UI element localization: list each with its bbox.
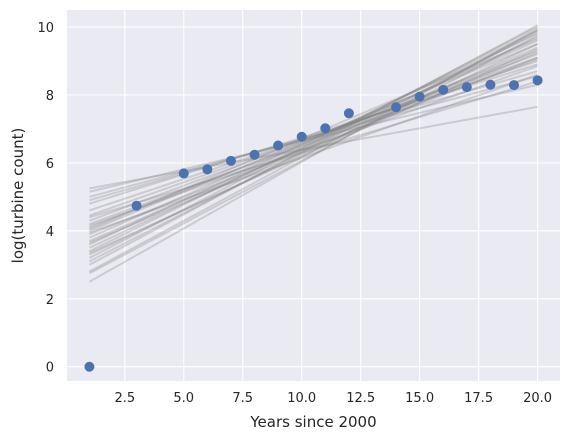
- data-point: [249, 149, 260, 160]
- y-tick-label: 4: [46, 225, 54, 240]
- data-point: [485, 79, 496, 90]
- fit-line: [88, 36, 539, 249]
- fit-line: [89, 37, 538, 231]
- fit-line: [89, 46, 538, 242]
- fit-line: [88, 31, 539, 263]
- y-tick-label: 2: [46, 293, 54, 308]
- y-tick-label: 6: [46, 157, 54, 172]
- data-point: [461, 82, 472, 93]
- data-point: [273, 140, 284, 151]
- data-point: [225, 155, 236, 166]
- data-point: [131, 200, 142, 211]
- x-tick-label: 5.0: [173, 391, 194, 406]
- fit-line: [88, 34, 539, 275]
- fit-line: [89, 105, 538, 190]
- data-point: [343, 108, 354, 119]
- fit-line: [88, 27, 539, 283]
- data-point: [296, 131, 307, 142]
- x-tick-labels: 2.5 5.0 7.5 10.0 12.5 15.0 17.5 20.0: [114, 391, 552, 406]
- fit-line: [89, 56, 538, 217]
- data-point: [178, 168, 189, 179]
- fit-line: [89, 65, 538, 227]
- x-tick-label: 10.0: [287, 391, 316, 406]
- fit-line: [89, 75, 538, 198]
- y-tick-labels: 0 2 4 6 8 10: [37, 21, 54, 376]
- x-tick-label: 17.5: [464, 391, 493, 406]
- y-tick-label: 0: [46, 361, 54, 376]
- fit-line: [89, 39, 538, 239]
- fit-line: [88, 32, 539, 246]
- data-points: [84, 75, 543, 372]
- fit-line: [88, 43, 539, 256]
- data-point: [438, 84, 449, 95]
- data-point: [320, 123, 331, 134]
- data-point: [509, 80, 520, 91]
- data-point: [391, 102, 402, 113]
- fit-line: [89, 49, 538, 229]
- y-tick-label: 10: [37, 21, 54, 36]
- x-tick-label: 2.5: [114, 391, 135, 406]
- data-point: [414, 91, 425, 102]
- data-point: [202, 164, 213, 175]
- fit-line: [89, 73, 538, 234]
- fit-line: [88, 29, 539, 273]
- x-tick-label: 7.5: [232, 391, 253, 406]
- grid-lines: [67, 10, 560, 381]
- fit-line: [88, 29, 539, 253]
- fit-line: [88, 24, 539, 266]
- x-tick-label: 15.0: [405, 391, 434, 406]
- y-tick-label: 8: [46, 89, 54, 104]
- x-axis-label: Years since 2000: [249, 413, 376, 431]
- x-tick-label: 20.0: [523, 391, 552, 406]
- fit-line: [89, 80, 538, 219]
- fit-line: [89, 53, 538, 222]
- fit-line: [88, 26, 539, 259]
- fit-line: [89, 70, 538, 202]
- fit-line: [89, 83, 538, 193]
- fit-line: [88, 48, 539, 254]
- data-point: [84, 361, 95, 372]
- plot-background: [67, 10, 560, 381]
- data-point: [532, 75, 543, 86]
- fit-line: [89, 43, 538, 232]
- x-tick-label: 12.5: [346, 391, 375, 406]
- y-axis-label: log(turbine count): [9, 128, 27, 264]
